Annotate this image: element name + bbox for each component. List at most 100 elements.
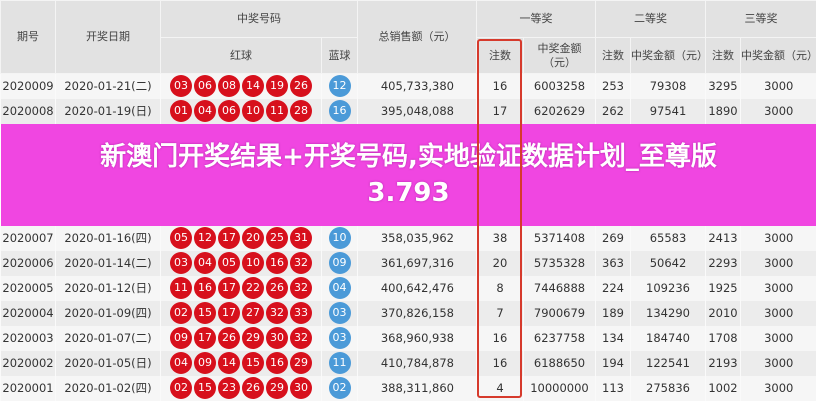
red-ball: 23 — [218, 377, 240, 399]
issue-cell: 2020007 — [1, 226, 56, 251]
first-amount-cell: 7446888 — [524, 276, 596, 301]
sales-cell: 410,784,878 — [358, 351, 477, 376]
sales-cell: 361,697,316 — [358, 251, 477, 276]
blue-ball: 11 — [329, 352, 351, 374]
red-ball: 29 — [266, 377, 288, 399]
third-count-cell: 2010 — [706, 301, 741, 326]
second-count-cell: 113 — [596, 376, 631, 401]
issue-cell: 2020005 — [1, 276, 56, 301]
first-amount-cell: 6003258 — [524, 74, 596, 99]
red-ball: 10 — [242, 100, 264, 122]
date-cell: 2020-01-07(二) — [56, 326, 161, 351]
second-count-cell: 262 — [596, 99, 631, 124]
first-count-cell: 8 — [477, 276, 524, 301]
third-count-cell: 1002 — [706, 376, 741, 401]
header-third-count: 注数 — [706, 38, 741, 74]
second-count-cell: 189 — [596, 301, 631, 326]
second-amount-cell: 109236 — [631, 276, 706, 301]
red-ball: 32 — [290, 277, 312, 299]
red-ball: 32 — [266, 302, 288, 324]
second-amount-cell: 134290 — [631, 301, 706, 326]
red-ball: 17 — [218, 277, 240, 299]
third-amount-cell: 3000 — [741, 301, 816, 326]
issue-cell: 2020001 — [1, 376, 56, 401]
blue-ball-cell: 12 — [322, 74, 358, 99]
red-ball: 02 — [170, 302, 192, 324]
red-ball: 03 — [170, 252, 192, 274]
sales-cell: 368,960,938 — [358, 326, 477, 351]
red-ball: 09 — [170, 327, 192, 349]
issue-cell: 2020002 — [1, 351, 56, 376]
header-first-amount: 中奖金额（元） — [524, 38, 596, 74]
header-second-count: 注数 — [596, 38, 631, 74]
date-cell: 2020-01-19(日) — [56, 99, 161, 124]
red-ball: 15 — [242, 352, 264, 374]
header-first: 一等奖 — [477, 1, 596, 38]
third-count-cell: 1708 — [706, 326, 741, 351]
second-count-cell: 363 — [596, 251, 631, 276]
header-sales: 总销售额（元） — [358, 1, 477, 74]
blue-ball-cell: 16 — [322, 99, 358, 124]
second-amount-cell: 50642 — [631, 251, 706, 276]
red-ball: 19 — [266, 75, 288, 97]
red-ball: 06 — [194, 75, 216, 97]
first-count-cell: 20 — [477, 251, 524, 276]
blue-ball-cell: 11 — [322, 351, 358, 376]
third-amount-cell: 3000 — [741, 99, 816, 124]
sales-cell: 358,035,962 — [358, 226, 477, 251]
red-ball: 17 — [218, 227, 240, 249]
first-amount-cell: 6202629 — [524, 99, 596, 124]
third-count-cell: 1925 — [706, 276, 741, 301]
third-amount-cell: 3000 — [741, 276, 816, 301]
first-amount-cell: 7900679 — [524, 301, 596, 326]
red-ball: 01 — [170, 100, 192, 122]
blue-ball: 03 — [329, 327, 351, 349]
red-ball: 15 — [194, 302, 216, 324]
red-ball: 17 — [194, 327, 216, 349]
third-amount-cell: 3000 — [741, 351, 816, 376]
red-ball: 22 — [242, 277, 264, 299]
first-count-cell: 16 — [477, 351, 524, 376]
second-amount-cell: 275836 — [631, 376, 706, 401]
banner-title: 新澳门开奖结果+开奖号码,实地验证数据计划_至尊版 — [1, 139, 816, 175]
red-ball: 05 — [170, 227, 192, 249]
second-amount-cell: 184740 — [631, 326, 706, 351]
blue-ball: 16 — [329, 100, 351, 122]
red-ball: 31 — [290, 227, 312, 249]
blue-ball: 09 — [329, 252, 351, 274]
issue-cell: 2020004 — [1, 301, 56, 326]
sales-cell: 370,826,158 — [358, 301, 477, 326]
blue-ball: 10 — [329, 227, 351, 249]
date-cell: 2020-01-16(四) — [56, 226, 161, 251]
red-ball: 11 — [266, 100, 288, 122]
red-ball: 04 — [194, 252, 216, 274]
red-ball: 12 — [194, 227, 216, 249]
third-count-cell: 2293 — [706, 251, 741, 276]
second-count-cell: 269 — [596, 226, 631, 251]
red-ball: 03 — [170, 75, 192, 97]
red-ball: 14 — [218, 352, 240, 374]
red-ball: 20 — [242, 227, 264, 249]
blue-ball: 04 — [329, 277, 351, 299]
first-amount-cell: 10000000 — [524, 376, 596, 401]
red-ball: 16 — [194, 277, 216, 299]
header-third-amount: 中奖金额（元） — [741, 38, 816, 74]
third-amount-cell: 3000 — [741, 326, 816, 351]
red-ball: 25 — [266, 227, 288, 249]
blue-ball: 12 — [329, 75, 351, 97]
date-cell: 2020-01-09(四) — [56, 301, 161, 326]
red-ball: 28 — [290, 100, 312, 122]
red-ball: 33 — [290, 302, 312, 324]
blue-ball-cell: 02 — [322, 376, 358, 401]
